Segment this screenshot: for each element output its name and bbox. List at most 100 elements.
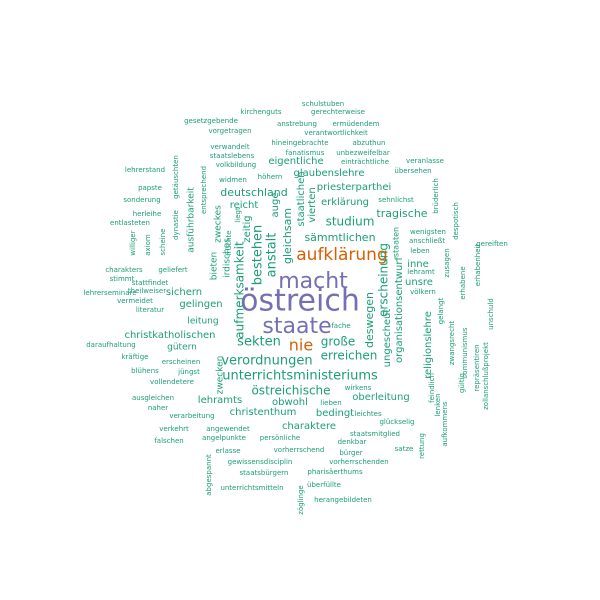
word-axiom: axiom xyxy=(144,234,152,256)
word-geliefert: geliefert xyxy=(158,266,188,274)
word-literatur: literatur xyxy=(136,306,164,314)
word-glueckselig: glückselig xyxy=(379,418,414,426)
word-staatslebens: staatslebens xyxy=(210,152,255,160)
word-bedingt: bedingt xyxy=(316,408,354,419)
word-ueberfuellte: überfüllte xyxy=(307,481,341,489)
word-rettung: rettung xyxy=(418,433,426,459)
word-erscheinen: erscheinen xyxy=(162,358,201,366)
word-glaubenslehre: glaubenslehre xyxy=(294,168,365,179)
word-gerechterweise: gerechterweise xyxy=(311,108,365,116)
word-deswegen: deswegen xyxy=(363,292,376,348)
word-entsprechend: entsprechend xyxy=(200,166,208,214)
word-denkbar: denkbar xyxy=(338,438,367,446)
word-anstalt: anstalt xyxy=(265,233,280,278)
word-vorherrschenden: vorherrschenden xyxy=(329,458,388,466)
word-erhabenheit: erhabenheit xyxy=(474,244,482,287)
word-saemmtlichen: sämmtlichen xyxy=(304,231,375,244)
word-scheine: scheine xyxy=(159,229,167,256)
word-kirchenguts: kirchenguts xyxy=(240,108,281,116)
word-sekten: sekten xyxy=(237,335,281,350)
word-ungescheut: ungescheut xyxy=(382,309,393,368)
word-eintraechtliche: einträchtliche xyxy=(341,158,389,166)
word-bruederlich: brüderlich xyxy=(432,178,440,214)
word-lieben: lieben xyxy=(320,399,341,407)
word-erreichen: erreichen xyxy=(321,349,378,363)
word-juengst: jüngst xyxy=(177,368,200,376)
word-gesetzgebende: gesetzgebende xyxy=(184,117,238,125)
word-staatsbuergern: staatsbürgern xyxy=(240,469,289,477)
word-unterrichtsministeriums: unterrichtsministeriums xyxy=(222,369,378,384)
word-christenthum: christenthum xyxy=(230,407,297,418)
word-charaktere: charaktere xyxy=(282,421,336,432)
word-auge: auge xyxy=(270,193,281,218)
word-daraufhaltung: daraufhaltung xyxy=(86,341,136,349)
word-herangebildeten: herangebildeten xyxy=(314,496,372,504)
word-deutschland: deutschland xyxy=(220,186,288,199)
word-vollendetere: vollendetere xyxy=(150,378,194,386)
word-theilweiser: theilweiser xyxy=(128,287,166,295)
word-persoenliche: persönliche xyxy=(260,434,300,442)
word-studium: studium xyxy=(326,215,375,229)
word-unsre: unsre xyxy=(405,277,433,288)
word-wenigsten: wenigsten xyxy=(410,228,446,236)
word-unschuld: unschuld xyxy=(487,298,495,330)
word-papste: papste xyxy=(138,184,162,192)
word-buerger: bürger xyxy=(339,449,362,457)
word-stattfindet: stattfindet xyxy=(132,279,169,287)
word-vermeidet: vermeidet xyxy=(117,297,153,305)
word-verarbeitung: verarbeitung xyxy=(169,412,214,420)
word-vierten: vierten xyxy=(307,187,318,222)
word-sehnlichst: sehnlichst xyxy=(378,196,414,204)
word-erklaerung: erklärung xyxy=(321,197,369,208)
word-anstrebung: anstrebung xyxy=(277,120,317,128)
word-fache: fache xyxy=(331,322,350,330)
word-naher: naher xyxy=(148,404,168,412)
word-widmen: widmen xyxy=(219,176,247,184)
word-sichern: sichern xyxy=(166,287,202,298)
word-angewendet: angewendet xyxy=(206,425,250,433)
word-tragische: tragische xyxy=(376,207,427,220)
word-kraeftige: kräftige xyxy=(121,353,148,361)
word-vorgetragen: vorgetragen xyxy=(208,127,251,135)
word-obwohl: obwohl xyxy=(272,397,308,408)
word-herleihe: herleihe xyxy=(133,210,162,218)
word-dynastie: dynastie xyxy=(172,210,180,240)
word-oestreich: östreich xyxy=(240,284,360,319)
word-zweckes: zweckes xyxy=(214,205,224,243)
word-zeitig: zeitig xyxy=(242,215,253,242)
word-religionslehre: religionslehre xyxy=(423,311,434,379)
word-gewissensdisciplin: gewissensdisciplin xyxy=(228,458,293,466)
word-lehramt: lehramt xyxy=(407,268,435,276)
word-bestehen: bestehen xyxy=(251,225,266,286)
word-zusagen: zusagen xyxy=(443,248,451,277)
word-lehrerseminare: lehrerseminare xyxy=(83,289,136,297)
word-zollanschlussprojekt: zollanschlußprojekt xyxy=(482,342,490,410)
word-falschen: falschen xyxy=(154,437,183,445)
word-oberleitung: oberleitung xyxy=(352,392,409,403)
word-hoehern: höhern xyxy=(258,173,283,181)
word-abzuthun: abzuthun xyxy=(353,139,386,147)
word-communismus: communismus xyxy=(461,327,469,378)
word-leichtes: leichtes xyxy=(354,410,382,418)
word-staatlichen: staatlichen xyxy=(296,171,307,226)
word-williger: williger xyxy=(129,230,137,255)
word-reicht: reicht xyxy=(230,200,259,211)
word-aufmerksamkeit: aufmerksamkeit xyxy=(233,241,247,339)
word-lenken: lenken xyxy=(434,393,442,416)
word-gueltig: gültig xyxy=(458,373,466,393)
word-stimmt: stimmt xyxy=(110,275,135,283)
word-erscheinung: erscheinung xyxy=(377,243,391,317)
word-gereiften: gereiften xyxy=(476,240,508,248)
word-unterrichtsmitteln: unterrichtsmitteln xyxy=(220,484,283,492)
word-sonderung: sonderung xyxy=(123,196,160,204)
word-lehramts: lehramts xyxy=(198,395,242,406)
word-gelingen: gelingen xyxy=(179,299,222,310)
word-unbezweifelbar: unbezweifelbar xyxy=(336,149,390,157)
word-staate: staate xyxy=(262,314,331,339)
word-ausgleichen: ausgleichen xyxy=(132,394,174,402)
word-verkehrt: verkehrt xyxy=(159,425,189,433)
word-inne: inne xyxy=(407,259,429,270)
